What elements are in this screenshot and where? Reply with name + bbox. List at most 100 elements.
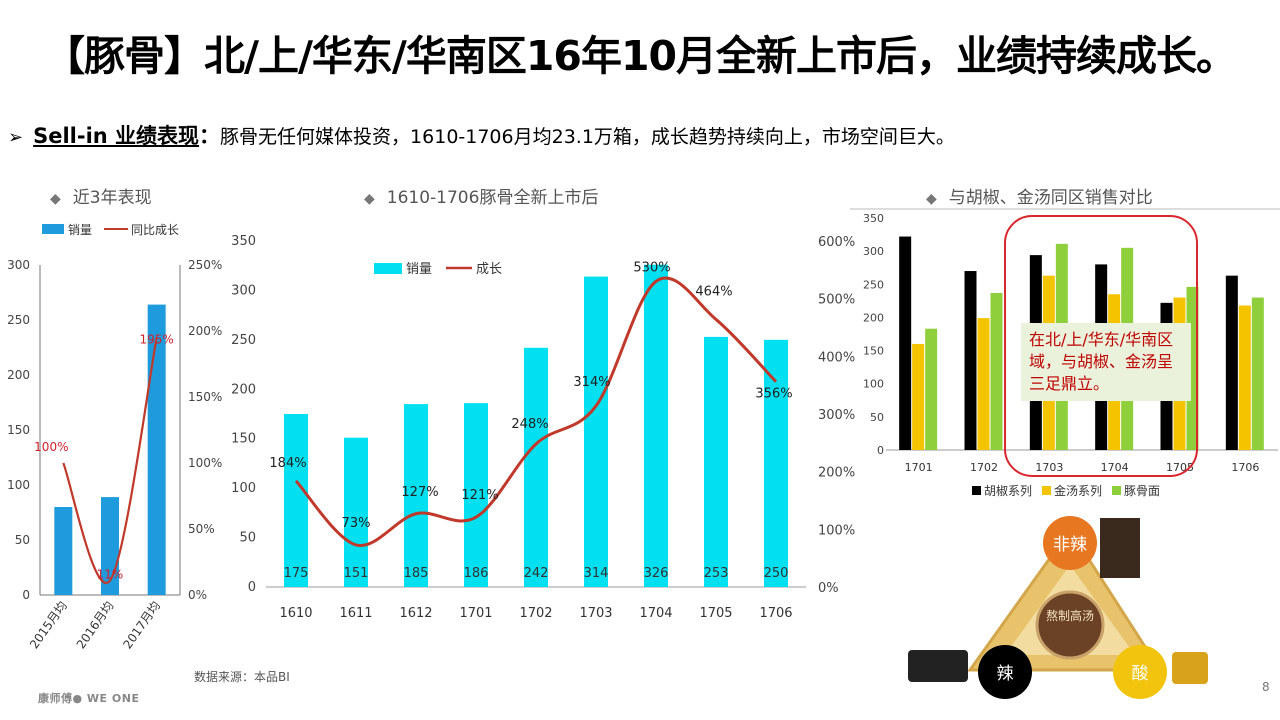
y-tick-label: 0 [22,588,30,602]
legend-swatch-sales [374,263,402,274]
left-circle [978,645,1032,699]
x-tick-label: 1701 [905,461,933,474]
bar-pepper [1225,275,1238,450]
y-tick-label: 250 [7,313,30,327]
y-tick-label: 100 [7,478,30,492]
bar-sales [464,403,488,587]
legend-label: 金汤系列 [1054,483,1102,498]
diamond-icon: ◆ [926,191,937,207]
bar-value-label: 326 [644,566,669,581]
y-tick-label: 100 [231,481,256,496]
bar-value-label: 314 [584,566,609,581]
legend-label-sales: 销量 [68,223,92,237]
section-title-1-text: 近3年表现 [72,188,152,208]
y-tick-label: 50 [239,531,256,546]
bar-sales [344,437,368,587]
y2-tick-label: 0% [818,581,839,596]
bar-value-label: 151 [344,566,369,581]
bar-sales [284,414,308,587]
bar-sales [54,507,73,595]
growth-label: 248% [511,417,548,432]
x-tick-label: 1701 [459,606,492,621]
bullet-arrow-icon: ➢ [8,127,24,148]
section-title-2: ◆ 1610-1706豚骨全新上市后 [364,183,598,208]
legend-swatch [972,486,981,495]
bar-pepper [964,271,977,450]
bullet-colon: ： [199,124,221,148]
diamond-icon: ◆ [364,191,375,207]
x-tick-label: 2017月均 [120,599,163,652]
y-tick-label: 250 [863,278,884,291]
growth-label: 464% [695,284,732,299]
bar-sales [524,347,548,587]
bar-golden-soup [912,343,925,450]
x-tick-label: 1702 [970,461,998,474]
y2-tick-label: 100% [188,456,222,470]
bar-sales [147,304,166,595]
y-tick-label: 100 [863,378,884,391]
x-tick-label: 1703 [579,606,612,621]
growth-label: 127% [401,485,438,500]
bar-value-label: 253 [704,566,729,581]
chart-3year: 销量 同比成长 0 50 100 150 200 250 300 0% 50% 100% 150% 200… [7,223,222,652]
y-tick-label: 250 [231,333,256,348]
y-tick-label: 300 [863,245,884,258]
x-tick-label: 1611 [339,606,372,621]
y2-tick-label: 150% [188,390,222,404]
y2-tick-label: 100% [818,523,855,538]
section-title-2-text: 1610-1706豚骨全新上市后 [386,188,599,208]
line-growth [294,276,778,547]
top-circle [1043,516,1097,570]
x-tick-label: 1610 [279,606,312,621]
growth-label: 530% [633,260,670,275]
diamond-icon: ◆ [50,191,61,207]
section-title-1: ◆ 近3年表现 [50,183,152,208]
y2-tick-label: 200% [818,466,855,481]
left-label: 辣 [997,664,1014,684]
bar-value-label: 185 [404,566,429,581]
legend-swatch [1112,486,1121,495]
center-label: 熬制高汤 [1046,608,1094,623]
growth-label: 121% [461,488,498,503]
growth-label: 73% [342,516,371,531]
brand-logo: 康师傅● WE ONE [38,692,140,705]
y2-tick-label: 400% [818,350,855,365]
x-tick-label: 1704 [639,606,672,621]
y-tick-label: 200 [7,368,30,382]
top-label: 非辣 [1053,535,1087,555]
legend-label: 胡椒系列 [984,484,1032,498]
y-tick-label: 50 [870,411,884,424]
chart-monthly: 销量 成长 0 50 100 150 200 250 300 350 0% 100% 200% 300% 4… [231,234,855,621]
section-title-3: ◆ 与胡椒、金汤同区销售对比 [926,183,1153,208]
section-title-3-text: 与胡椒、金汤同区销售对比 [948,188,1153,208]
bar-tonkotsu [990,292,1003,450]
x-tick-label: 1612 [399,606,432,621]
y-tick-label: 0 [248,580,256,595]
bullet-line: ➢ Sell-in 业绩表现：豚骨无任何媒体投资，1610-1706月均23.1万… [8,120,955,150]
bar-tonkotsu [1251,297,1264,450]
triangle-diagram: 非辣 辣 酸 熬制高汤 [908,516,1208,699]
y-tick-label: 200 [231,382,256,397]
bar-value-label: 242 [524,566,549,581]
right-circle [1113,645,1167,699]
y2-tick-label: 500% [818,293,855,308]
growth-label: 11% [97,567,124,581]
y-tick-label: 50 [15,533,30,547]
y-tick-label: 150 [863,345,884,358]
bar-value-label: 250 [764,566,789,581]
y-tick-label: 150 [7,423,30,437]
page-number: 8 [1262,680,1270,694]
bar-tonkotsu [925,328,938,450]
bar-golden-soup [1238,305,1251,450]
right-label: 酸 [1132,664,1149,684]
growth-label: 314% [573,375,610,390]
pepper-logo-image [908,650,968,682]
product-pack-image [1100,518,1140,578]
bar-value-label: 186 [464,566,489,581]
x-tick-label: 1704 [1101,461,1129,474]
y-tick-label: 300 [7,258,30,272]
bar-sales [704,336,728,587]
legend-swatch [1042,486,1051,495]
x-tick-label: 1705 [699,606,732,621]
legend-label: 豚骨面 [1124,484,1160,498]
